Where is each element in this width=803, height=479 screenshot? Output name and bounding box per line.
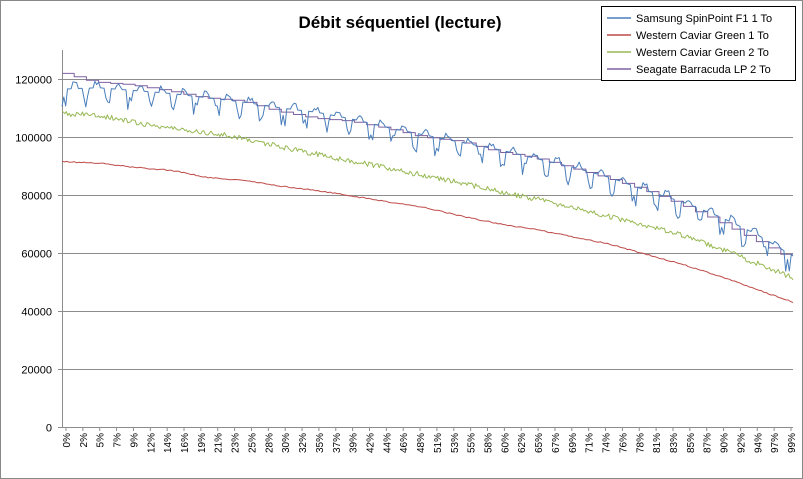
x-tick-label: 74% [602,433,613,453]
x-tick-label: 37% [332,433,343,453]
x-tick-label: 30% [281,433,292,453]
x-tick-label: 90% [720,433,731,453]
x-tick-label: 78% [635,433,646,453]
x-tick-label: 2% [79,433,90,448]
x-tick-label: 94% [753,433,764,453]
chart-title: Débit séquentiel (lecture) [298,13,501,32]
y-tick-label: 20000 [21,365,52,377]
legend: Samsung SpinPoint F1 1 To Western Caviar … [601,6,796,81]
x-tick-label: 32% [298,433,309,453]
x-tick-label: 65% [534,433,545,453]
x-tick-label: 35% [315,433,326,453]
x-tick-label: 53% [450,433,461,453]
x-tick-label: 23% [231,433,242,453]
x-tick-label: 12% [146,433,157,453]
x-tick-label: 87% [703,433,714,453]
x-tick-label: 19% [197,433,208,453]
legend-label: Seagate Barracuda LP 2 To [636,64,771,76]
x-tick-label: 69% [568,433,579,453]
x-tick-label: 5% [96,433,107,448]
axes [58,50,793,431]
x-tick-label: 0% [62,433,73,448]
x-tick-label: 25% [247,433,258,453]
y-tick-label: 80000 [21,191,52,203]
x-tick-label: 51% [433,433,444,453]
x-tick-label: 44% [382,433,393,453]
y-tick-label: 40000 [21,307,52,319]
x-tick-label: 58% [484,433,495,453]
x-tick-label: 67% [551,433,562,453]
x-tick-label: 7% [113,433,124,448]
x-tick-labels: 0% 2% 5% 7% 9% 12% 14% 16% 19% 21% 23% 25% 28% 30% 32%… [62,433,798,453]
x-tick-label: 48% [416,433,427,453]
series-line-1 [61,160,794,304]
x-tick-label: 46% [399,433,410,453]
y-tick-labels: 0 20000 40000 60000 80000 100000 120000 [15,75,52,435]
series-lines [61,72,794,304]
x-tick-label: 55% [467,433,478,453]
x-tick-label: 71% [585,433,596,453]
legend-label: Western Caviar Green 2 To [636,47,769,59]
y-tick-label: 120000 [15,75,52,87]
x-tick-label: 83% [669,433,680,453]
series-line-0 [61,80,794,272]
x-tick-label: 60% [500,433,511,453]
y-tick-label: 100000 [15,133,52,145]
x-tick-label: 16% [180,433,191,453]
x-tick-label: 42% [365,433,376,453]
y-tick-label: 60000 [21,249,52,261]
x-tick-label: 85% [686,433,697,453]
x-tick-label: 28% [264,433,275,453]
x-tick-label: 99% [787,433,798,453]
legend-label: Western Caviar Green 1 To [636,30,769,42]
x-tick-label: 21% [214,433,225,453]
legend-box [601,6,796,81]
series-line-2 [61,110,794,281]
legend-label: Samsung SpinPoint F1 1 To [636,13,772,25]
x-tick-label: 9% [129,433,140,448]
x-tick-label: 62% [517,433,528,453]
series-line-3 [62,72,793,255]
x-tick-label: 76% [618,433,629,453]
x-tick-label: 14% [163,433,174,453]
x-tick-label: 81% [652,433,663,453]
x-tick-label: 39% [349,433,360,453]
x-tick-label: 92% [736,433,747,453]
x-tick-label: 97% [770,433,781,453]
y-tick-label: 0 [46,423,52,435]
